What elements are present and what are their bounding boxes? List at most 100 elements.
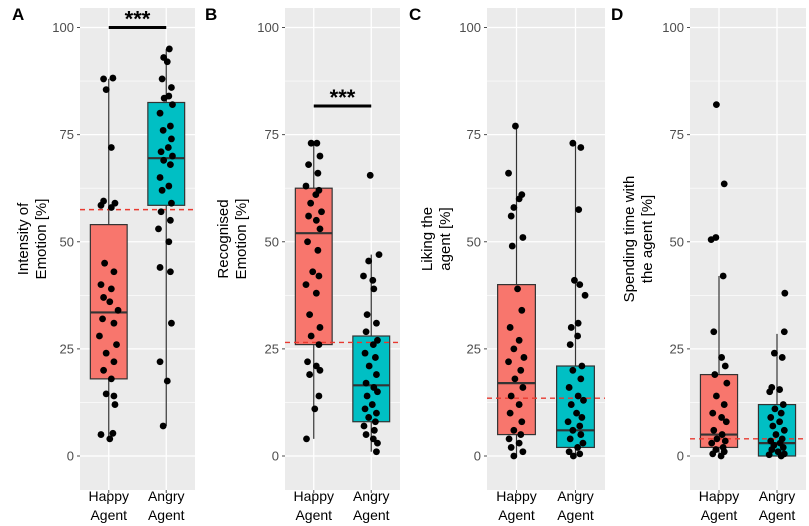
y-tick-label: 0 (67, 449, 74, 464)
data-point (99, 315, 106, 323)
data-point (362, 328, 370, 336)
data-point (374, 336, 381, 344)
data-point (156, 264, 164, 271)
data-point (779, 444, 787, 451)
data-point (156, 174, 164, 181)
data-point (519, 234, 527, 241)
data-point (96, 332, 103, 340)
data-point (158, 186, 166, 194)
data-point (164, 144, 172, 151)
data-point (109, 429, 117, 437)
data-point (576, 281, 584, 288)
data-point (718, 414, 726, 421)
data-point (371, 418, 379, 426)
data-point (303, 435, 310, 443)
data-point (768, 446, 776, 453)
panel-B: 0 25 50 75 100 *** Happy Agent Angry Agent Recogni… (205, 5, 400, 523)
data-point (721, 362, 729, 370)
data-point (168, 319, 175, 327)
data-point (312, 216, 320, 224)
data-point (169, 101, 176, 109)
data-point (577, 431, 585, 438)
data-point (157, 148, 165, 156)
data-point (518, 418, 526, 426)
data-point (312, 289, 320, 297)
data-point (720, 180, 728, 188)
data-point (573, 409, 580, 417)
data-point (302, 281, 310, 288)
data-point (373, 319, 380, 327)
data-point (510, 426, 518, 434)
data-point (360, 422, 368, 430)
data-point (767, 414, 775, 421)
data-point (710, 426, 718, 434)
y-tick-label: 0 (272, 449, 279, 464)
significance-label: *** (125, 7, 151, 32)
data-point (363, 311, 371, 318)
box-iqr (147, 101, 186, 206)
data-point (709, 450, 717, 458)
data-point (166, 122, 174, 130)
y-tick-label: 75 (670, 127, 684, 142)
data-point (110, 392, 118, 400)
data-point (565, 384, 573, 391)
box-angry (556, 143, 595, 456)
data-point (311, 405, 319, 413)
data-point (518, 306, 526, 314)
data-point (769, 422, 777, 430)
data-point (581, 291, 589, 299)
data-point (776, 418, 784, 426)
y-tick-label: 50 (467, 234, 481, 249)
data-point (565, 448, 573, 456)
data-point (316, 152, 324, 160)
data-point (168, 199, 175, 207)
data-point (578, 414, 586, 421)
data-point (370, 285, 378, 293)
data-point (515, 439, 523, 447)
data-point (723, 379, 731, 387)
data-point (160, 156, 168, 164)
x-category-label: Angry Agent (557, 488, 594, 523)
data-point (777, 409, 785, 417)
panel-A: 0 25 50 75 100 *** Happy Agent Angry Agent Intensi… (12, 5, 195, 523)
data-point (363, 392, 371, 400)
data-point (165, 182, 173, 190)
data-point (166, 161, 174, 169)
data-point (102, 390, 110, 398)
data-point (717, 452, 725, 460)
data-point (109, 74, 117, 82)
data-point (569, 426, 577, 434)
data-point (362, 431, 370, 438)
data-point (318, 208, 325, 216)
data-point (510, 204, 518, 211)
data-point (307, 332, 315, 340)
data-point (519, 448, 527, 456)
data-point (507, 212, 515, 220)
data-point (567, 324, 575, 331)
data-point (168, 84, 175, 91)
data-point (517, 366, 525, 374)
data-point (169, 152, 176, 160)
data-point (165, 45, 173, 53)
y-tick-label: 50 (670, 234, 684, 249)
data-point (780, 328, 788, 336)
data-point (567, 401, 575, 408)
data-point (719, 272, 727, 280)
y-tick-label: 25 (467, 341, 481, 356)
data-point (107, 285, 115, 293)
data-point (374, 439, 381, 447)
y-axis-label: Liking theagent [%] (419, 207, 454, 271)
y-tick-label: 50 (265, 234, 279, 249)
y-tick-label: 100 (52, 20, 74, 35)
data-point (102, 349, 110, 357)
data-point (163, 377, 171, 385)
data-point (577, 375, 585, 383)
data-point (313, 139, 321, 147)
data-point (709, 409, 717, 417)
data-point (566, 435, 574, 443)
data-point (574, 319, 582, 327)
data-point (712, 101, 720, 109)
data-point (305, 212, 312, 220)
data-point (106, 435, 114, 443)
